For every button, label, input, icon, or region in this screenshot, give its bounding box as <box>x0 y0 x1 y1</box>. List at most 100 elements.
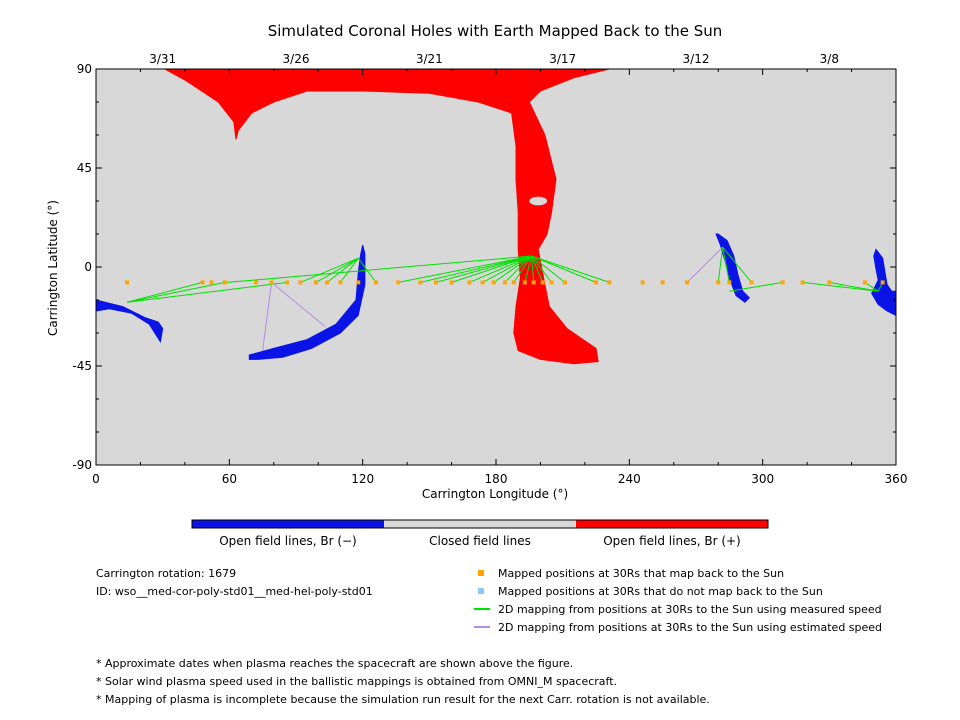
measured-mapping-line-27 <box>722 246 752 283</box>
measured-mapping-line-23 <box>531 255 597 283</box>
coronal-hole-negative-3 <box>715 233 751 303</box>
colorbar-segment-1 <box>384 520 576 528</box>
colorbar: Open field lines, Br (−) Closed field lin… <box>191 519 769 548</box>
mapped-position-point-35 <box>780 280 785 285</box>
mapped-position-point-34 <box>749 280 754 285</box>
date-tick-label-2: 3/21 <box>416 52 443 66</box>
measured-mapping-line-2 <box>127 281 288 303</box>
date-tick-label-3: 3/17 <box>549 52 576 66</box>
mapped-position-point-23 <box>531 280 536 285</box>
date-tick-label-0: 3/31 <box>149 52 176 66</box>
mapped-position-point-4 <box>254 280 258 285</box>
mapped-position-point-17 <box>467 280 472 285</box>
measured-mapping-line-15 <box>493 255 532 283</box>
plot-area: 0 60 120 180 240 300 360 90 45 0 -45 -90 3/31 3/26 3/2… <box>72 52 907 486</box>
measured-mapping-line-30 <box>829 281 879 292</box>
measured-mapping-line-29 <box>802 281 879 292</box>
colorbar-label-2: Open field lines, Br (+) <box>603 534 741 548</box>
y-tick-label-1: 45 <box>77 161 92 175</box>
colorbar-label-0: Open field lines, Br (−) <box>219 534 357 548</box>
mapped-position-point-14 <box>418 280 423 285</box>
measured-mapping-line-12 <box>451 255 532 283</box>
mapped-position-point-27 <box>594 280 598 285</box>
mapped-position-point-2 <box>209 280 214 285</box>
mapped-position-point-20 <box>502 280 507 285</box>
measured-mapping-line-18 <box>524 255 533 283</box>
date-tick-label-4: 3/12 <box>683 52 710 66</box>
estimated-mapping-line-2 <box>686 246 724 283</box>
colorbar-segment-0 <box>192 520 384 528</box>
x-tick-label-5: 300 <box>751 472 774 486</box>
plot-background <box>96 69 896 465</box>
measured-mapping-line-0 <box>126 281 203 303</box>
measured-mapping-line-20 <box>531 255 544 283</box>
legend-label-estimated-speed: 2D mapping from positions at 30Rs to the… <box>498 621 883 634</box>
mapped-position-point-10 <box>338 280 343 285</box>
y-tick-label-2: 0 <box>84 260 92 274</box>
mapped-position-point-24 <box>540 280 545 285</box>
measured-mapping-line-21 <box>531 255 552 283</box>
y-tick-label-0: 90 <box>77 62 92 76</box>
colorbar-frame <box>191 519 769 529</box>
y-tick-label-3: -45 <box>72 359 92 373</box>
measured-mapping-line-1 <box>127 281 225 303</box>
date-tick-label-5: 3/8 <box>820 52 839 66</box>
mapped-position-point-7 <box>298 280 303 285</box>
measured-mapping-line-24 <box>531 255 610 283</box>
measured-mapping-line-26 <box>722 247 730 283</box>
measured-mapping-line-5 <box>326 257 359 283</box>
closed-field-island-0 <box>529 196 548 206</box>
mapped-position-point-37 <box>827 280 832 285</box>
carrington-rotation-label: Carrington rotation: 1679 <box>96 567 237 580</box>
measured-mapping-line-25 <box>717 247 724 283</box>
y-axis-label: Carrington Latitude (°) <box>46 200 60 336</box>
mapped-position-point-30 <box>660 280 665 285</box>
legend-marks <box>474 570 490 628</box>
measured-mapping-line-16 <box>504 255 532 283</box>
mapped-position-point-28 <box>607 280 612 285</box>
mapped-position-point-22 <box>522 280 527 285</box>
mapped-position-point-5 <box>269 280 274 285</box>
mapped-position-point-32 <box>716 280 721 285</box>
mapped-position-point-36 <box>800 280 805 285</box>
measured-mapping-line-6 <box>340 257 359 283</box>
mapped-position-point-16 <box>449 280 454 285</box>
mapped-position-point-0 <box>125 280 130 285</box>
x-tick-label-0: 0 <box>92 472 100 486</box>
measured-mapping-line-10 <box>420 255 532 283</box>
measured-mapping-line-19 <box>531 255 535 283</box>
date-tick-label-1: 3/26 <box>283 52 310 66</box>
mapped-position-point-21 <box>511 280 516 285</box>
measured-mapping-line-14 <box>482 255 532 283</box>
measured-mapping-line-13 <box>469 255 532 283</box>
legend-marker-1 <box>478 588 484 594</box>
model-id-label: ID: wso__med-cor-poly-std01__med-hel-pol… <box>96 585 373 598</box>
legend-marker-0 <box>478 570 484 576</box>
mapped-position-point-39 <box>880 280 885 285</box>
footnote-dates: * Approximate dates when plasma reaches … <box>96 657 574 670</box>
mapped-position-point-26 <box>562 280 567 285</box>
footnote-incomplete: * Mapping of plasma is incomplete becaus… <box>96 693 710 706</box>
measured-mapping-line-4 <box>315 257 359 283</box>
mapped-position-point-25 <box>549 280 554 285</box>
estimated-mapping-line-0 <box>262 282 273 351</box>
mapped-position-point-8 <box>314 280 318 285</box>
x-tick-label-1: 60 <box>222 472 237 486</box>
mapped-position-point-9 <box>325 280 330 285</box>
estimated-mapping-line-1 <box>271 282 326 327</box>
measured-mapping-line-22 <box>531 255 566 283</box>
mapped-position-point-1 <box>200 280 205 285</box>
x-tick-label-2: 120 <box>351 472 374 486</box>
coronal-hole-negative-1 <box>95 299 164 344</box>
measured-mapping-line-11 <box>435 255 532 283</box>
coronal-hole-positive-0 <box>164 68 610 365</box>
mapped-position-point-11 <box>356 280 361 285</box>
footnote-omni: * Solar wind plasma speed used in the ba… <box>96 675 618 688</box>
legend-label-unmapped: Mapped positions at 30Rs that do not map… <box>498 585 823 598</box>
measured-mapping-line-31 <box>864 281 879 292</box>
measured-mapping-line-8 <box>227 255 532 283</box>
measured-mapping-line-9 <box>398 255 532 283</box>
x-tick-label-3: 180 <box>485 472 508 486</box>
measured-mapping-line-3 <box>300 257 359 283</box>
chart-title: Simulated Coronal Holes with Earth Mappe… <box>268 22 723 40</box>
